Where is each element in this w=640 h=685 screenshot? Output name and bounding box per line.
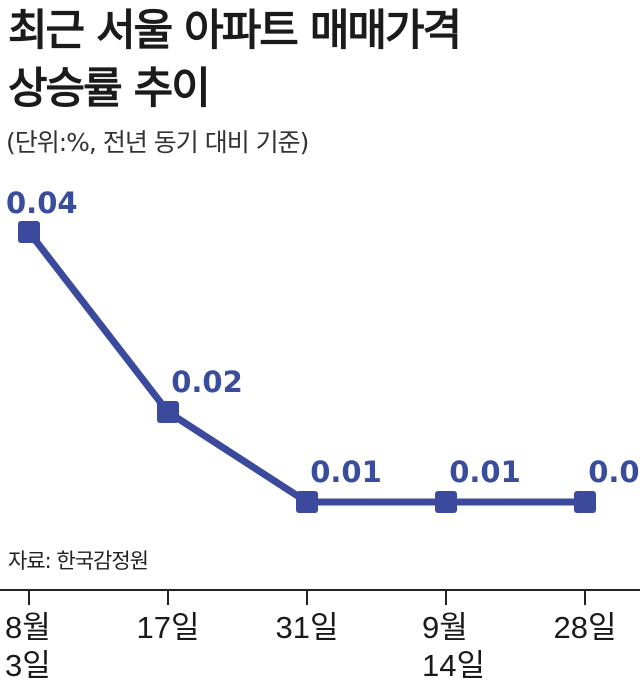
x-tick-label: 3일	[5, 648, 51, 683]
chart-title: 최근 서울 아파트 매매가격 상승률 추이	[8, 2, 462, 118]
data-label: 0.01	[449, 455, 521, 489]
data-label: 0.01	[588, 455, 640, 489]
x-tick-label: 31일	[275, 610, 338, 645]
x-tick-label: 28일	[553, 610, 616, 645]
chart-title-line-1: 최근 서울 아파트 매매가격	[8, 6, 462, 56]
data-point-marker	[157, 401, 179, 423]
data-point-marker	[574, 491, 596, 513]
chart-unit-note: (단위:%, 전년 동기 대비 기준)	[6, 128, 309, 157]
data-point-marker	[296, 491, 318, 513]
data-label: 0.01	[310, 455, 382, 489]
x-tick-label: 8월	[5, 610, 51, 645]
x-tick-label: 17일	[136, 610, 199, 645]
x-tick-label: 14일	[422, 648, 485, 683]
data-point-marker	[18, 221, 40, 243]
data-label: 0.04	[6, 186, 78, 220]
data-point-marker	[435, 491, 457, 513]
chart-title-line-2: 상승률 추이	[8, 64, 211, 114]
data-label: 0.02	[171, 365, 243, 399]
x-tick-label: 9월	[422, 610, 468, 645]
chart-source: 자료: 한국감정원	[8, 549, 149, 573]
